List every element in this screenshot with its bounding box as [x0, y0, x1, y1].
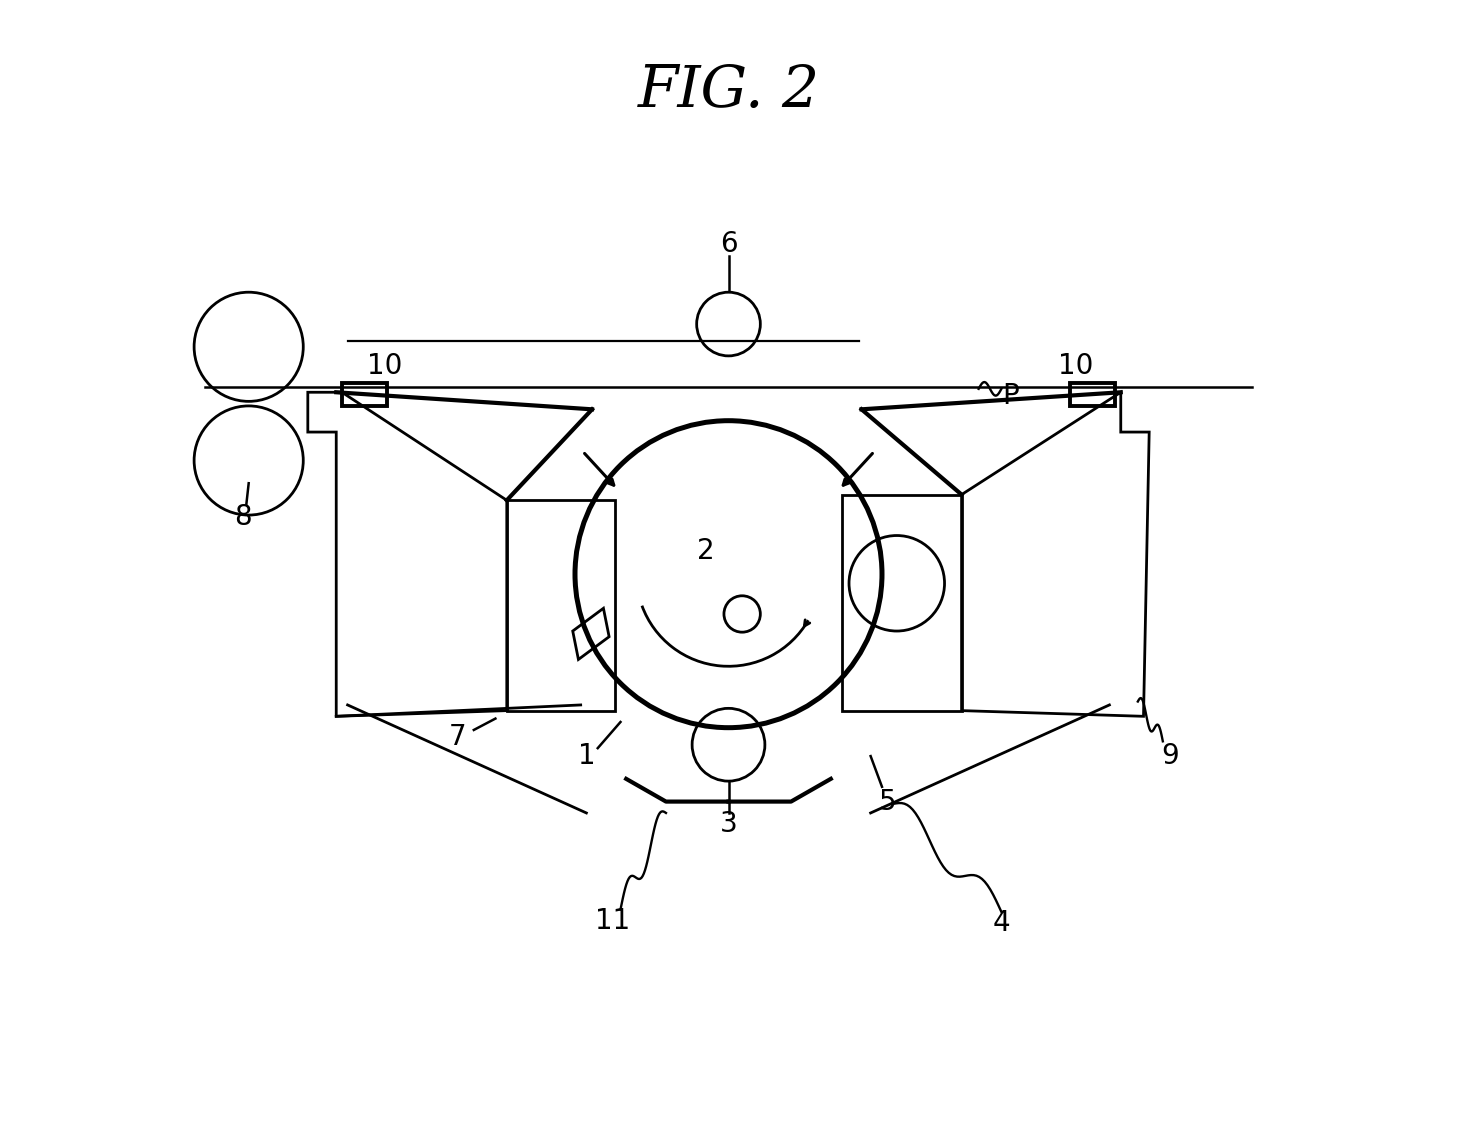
Text: 10: 10 — [1058, 352, 1093, 380]
Text: 8: 8 — [235, 504, 252, 531]
Text: FIG. 2: FIG. 2 — [638, 63, 820, 119]
Text: P: P — [1002, 382, 1018, 409]
Text: 5: 5 — [879, 788, 896, 815]
Text: 3: 3 — [720, 811, 737, 838]
Text: 1: 1 — [577, 742, 596, 770]
Text: 11: 11 — [594, 907, 629, 935]
Text: 4: 4 — [992, 910, 1010, 937]
Text: 6: 6 — [720, 231, 737, 258]
Text: 2: 2 — [696, 538, 714, 565]
Text: 9: 9 — [1161, 742, 1179, 770]
Text: 10: 10 — [367, 352, 402, 380]
Text: 7: 7 — [449, 723, 466, 750]
